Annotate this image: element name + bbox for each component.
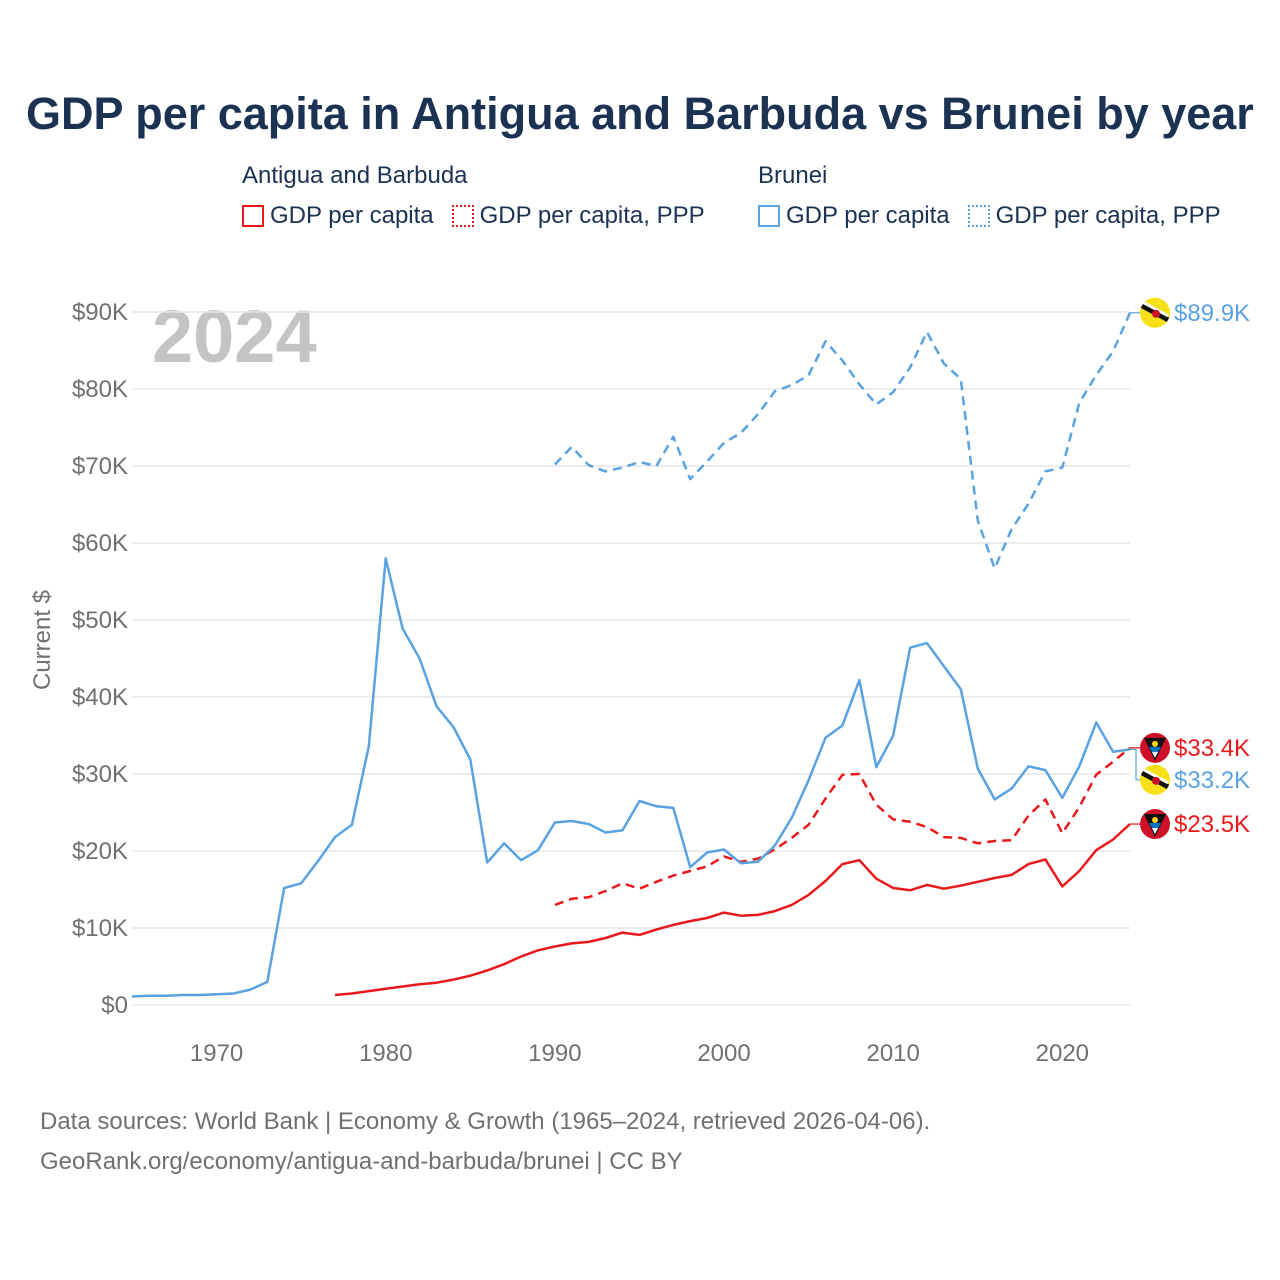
year-watermark: 2024 — [152, 295, 317, 378]
end-value-label: $33.2K — [1174, 767, 1250, 794]
y-tick-label: $90K — [72, 299, 128, 326]
source-line-2[interactable]: GeoRank.org/economy/antigua-and-barbuda/… — [40, 1148, 683, 1175]
y-axis-label: Current $ — [29, 590, 56, 690]
y-tick-label: $50K — [72, 607, 128, 634]
series-line-brunei-gdp — [131, 557, 1131, 998]
x-tick-label: 2010 — [866, 1040, 919, 1067]
x-tick-label: 2020 — [1036, 1040, 1089, 1067]
end-value-label: $23.5K — [1174, 811, 1250, 838]
legend-brunei-ppp-label: GDP per capita, PPP — [995, 202, 1221, 229]
legend-swatch-solid-red — [242, 205, 264, 227]
legend-antigua-gdp[interactable]: GDP per capita — [242, 202, 434, 230]
x-tick-label: 1970 — [190, 1040, 243, 1067]
brunei-flag-crest — [1152, 776, 1160, 785]
brunei-flag-white-stripe — [1141, 300, 1169, 318]
legend-brunei-title: Brunei — [758, 162, 828, 189]
legend-antigua-gdp-label: GDP per capita — [270, 202, 434, 229]
end-label-connector — [1130, 748, 1142, 781]
series-line-brunei-ppp — [553, 312, 1132, 570]
legend-antigua-ppp-label: GDP per capita, PPP — [479, 202, 705, 229]
antigua-flag-white-band — [1152, 751, 1158, 758]
y-tick-label: $80K — [72, 376, 128, 403]
legend-brunei-gdp-label: GDP per capita — [786, 202, 950, 229]
legend-brunei-ppp[interactable]: GDP per capita, PPP — [967, 202, 1221, 230]
y-tick-label: $10K — [72, 915, 128, 942]
source-line-1: Data sources: World Bank | Economy & Gro… — [40, 1108, 931, 1135]
legend-swatch-solid-blue — [758, 205, 780, 227]
x-tick-label: 2000 — [697, 1040, 750, 1067]
y-tick-label: $30K — [72, 761, 128, 788]
chart-title: GDP per capita in Antigua and Barbuda vs… — [26, 88, 1254, 139]
legend-swatch-dotted-red — [451, 205, 474, 227]
end-value-label: $33.4K — [1174, 735, 1250, 762]
y-tick-label: $70K — [72, 453, 128, 480]
brunei-flag-crest — [1152, 309, 1160, 318]
antigua-flag-sun — [1152, 740, 1158, 747]
legend-brunei: Brunei GDP per capita GDP per capita, PP… — [758, 162, 1239, 230]
series-line-antigua-ppp — [554, 746, 1131, 907]
x-tick-label: 1990 — [528, 1040, 581, 1067]
legend-swatch-dotted-blue — [967, 205, 990, 227]
series-line-antigua-gdp — [334, 823, 1131, 997]
legend-brunei-gdp[interactable]: GDP per capita — [758, 202, 950, 230]
legend-antigua-title: Antigua and Barbuda — [242, 162, 468, 189]
antigua-flag-white-band — [1152, 828, 1158, 835]
end-value-label: $89.9K — [1174, 300, 1250, 327]
legend-antigua-ppp[interactable]: GDP per capita, PPP — [451, 202, 705, 230]
legend-antigua: Antigua and Barbuda GDP per capita GDP p… — [242, 162, 723, 230]
antigua-flag-sun — [1152, 817, 1158, 824]
y-tick-label: $40K — [72, 684, 128, 711]
brunei-flag-white-stripe — [1141, 767, 1169, 785]
y-tick-label: $60K — [72, 530, 128, 557]
y-tick-label: $0 — [101, 992, 128, 1019]
x-tick-label: 1980 — [359, 1040, 412, 1067]
y-tick-label: $20K — [72, 838, 128, 865]
